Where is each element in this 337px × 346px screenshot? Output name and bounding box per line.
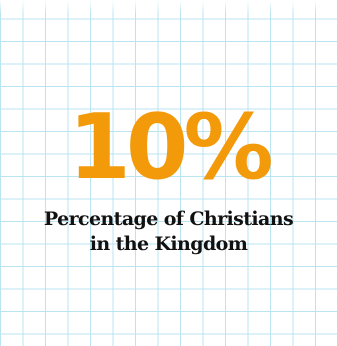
stat-value: 10% xyxy=(68,95,273,200)
caption-line-1: Percentage of Christians xyxy=(43,208,294,230)
caption-line-2: in the Kingdom xyxy=(89,233,248,255)
stat-caption: Percentage of Christians in the Kingdom xyxy=(0,207,337,257)
top-fade xyxy=(0,0,337,14)
